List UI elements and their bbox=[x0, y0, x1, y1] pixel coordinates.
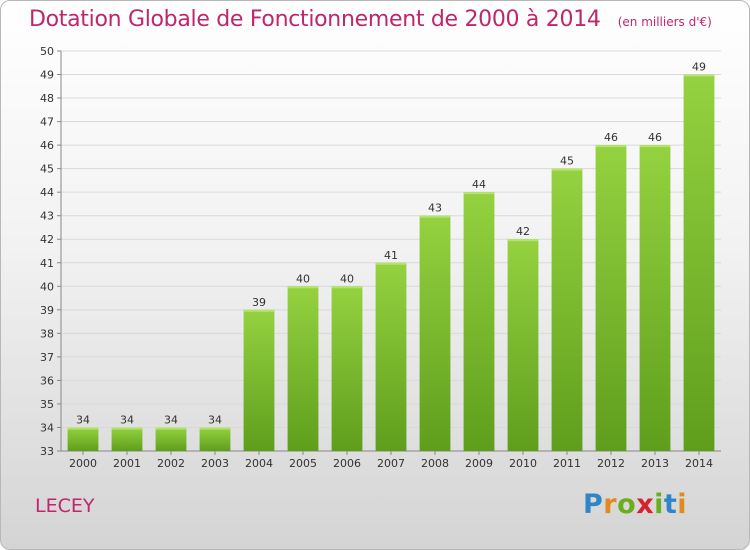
bar bbox=[155, 427, 187, 451]
data-label: 45 bbox=[560, 155, 574, 168]
x-tick-label: 2008 bbox=[421, 457, 449, 470]
commune-label: LECEY bbox=[35, 495, 95, 517]
x-tick-label: 2006 bbox=[333, 457, 361, 470]
chart-title: Dotation Globale de Fonctionnement de 20… bbox=[29, 7, 601, 32]
logo-letter: i bbox=[654, 489, 664, 520]
bar-highlight bbox=[419, 215, 451, 218]
bar bbox=[595, 145, 627, 451]
x-tick-label: 2000 bbox=[69, 457, 97, 470]
logo-letter: P bbox=[583, 489, 604, 520]
data-label: 41 bbox=[384, 249, 398, 262]
data-label: 40 bbox=[340, 272, 354, 285]
x-tick-label: 2001 bbox=[113, 457, 141, 470]
bar-highlight bbox=[639, 145, 671, 148]
y-tick-label: 41 bbox=[40, 257, 54, 270]
bar bbox=[463, 192, 495, 452]
y-tick-label: 34 bbox=[40, 421, 54, 434]
y-tick-label: 46 bbox=[40, 139, 54, 152]
bar-highlight bbox=[155, 427, 187, 430]
chart-subtitle: (en milliers d'€) bbox=[617, 15, 712, 29]
y-tick-label: 43 bbox=[40, 210, 54, 223]
bar bbox=[287, 286, 319, 451]
bar bbox=[243, 309, 275, 451]
y-tick-label: 42 bbox=[40, 233, 54, 246]
x-tick-label: 2012 bbox=[597, 457, 625, 470]
y-tick-label: 37 bbox=[40, 351, 54, 364]
y-tick-label: 44 bbox=[40, 186, 54, 199]
data-label: 34 bbox=[76, 413, 90, 426]
data-label: 39 bbox=[252, 296, 266, 309]
x-tick-label: 2010 bbox=[509, 457, 537, 470]
bar bbox=[199, 427, 231, 451]
bar bbox=[331, 286, 363, 451]
bar-highlight bbox=[331, 286, 363, 289]
bar bbox=[639, 145, 671, 451]
logo-letter: x bbox=[636, 489, 655, 520]
bar-highlight bbox=[507, 239, 539, 242]
x-tick-label: 2005 bbox=[289, 457, 317, 470]
data-label: 44 bbox=[472, 178, 486, 191]
logo-letter: t bbox=[663, 489, 678, 520]
bar bbox=[683, 74, 715, 451]
bar-highlight bbox=[243, 309, 275, 312]
bar bbox=[111, 427, 143, 451]
data-label: 42 bbox=[516, 225, 530, 238]
x-tick-label: 2011 bbox=[553, 457, 581, 470]
x-tick-label: 2007 bbox=[377, 457, 405, 470]
bar-highlight bbox=[287, 286, 319, 289]
x-tick-label: 2003 bbox=[201, 457, 229, 470]
bar bbox=[419, 215, 451, 451]
data-label: 34 bbox=[164, 413, 178, 426]
x-tick-label: 2004 bbox=[245, 457, 273, 470]
bar-highlight bbox=[551, 168, 583, 171]
bar-highlight bbox=[683, 74, 715, 77]
data-label: 34 bbox=[120, 413, 134, 426]
y-tick-label: 48 bbox=[40, 92, 54, 105]
bar bbox=[67, 427, 99, 451]
bar bbox=[551, 168, 583, 451]
y-tick-label: 36 bbox=[40, 374, 54, 387]
bar-highlight bbox=[67, 427, 99, 430]
x-tick-label: 2009 bbox=[465, 457, 493, 470]
y-tick-label: 35 bbox=[40, 398, 54, 411]
bar-highlight bbox=[463, 192, 495, 195]
y-tick-label: 50 bbox=[40, 45, 54, 58]
bar bbox=[375, 262, 407, 451]
logo-letter: r bbox=[603, 489, 618, 520]
logo-letter: o bbox=[617, 489, 637, 520]
bar-highlight bbox=[199, 427, 231, 430]
data-label: 43 bbox=[428, 202, 442, 215]
y-tick-label: 33 bbox=[40, 445, 54, 458]
y-tick-label: 39 bbox=[40, 304, 54, 317]
x-tick-label: 2014 bbox=[685, 457, 713, 470]
y-tick-label: 45 bbox=[40, 163, 54, 176]
x-tick-label: 2002 bbox=[157, 457, 185, 470]
data-label: 40 bbox=[296, 272, 310, 285]
logo-letter: i bbox=[677, 489, 688, 520]
data-label: 46 bbox=[648, 131, 662, 144]
proxiti-logo: Proxiti bbox=[583, 489, 687, 520]
bar-highlight bbox=[595, 145, 627, 148]
y-tick-label: 47 bbox=[40, 116, 54, 129]
x-tick-label: 2013 bbox=[641, 457, 669, 470]
y-tick-label: 38 bbox=[40, 327, 54, 340]
data-label: 46 bbox=[604, 131, 618, 144]
bar-highlight bbox=[111, 427, 143, 430]
y-tick-label: 49 bbox=[40, 69, 54, 82]
title-row: Dotation Globale de Fonctionnement de 20… bbox=[29, 7, 712, 32]
bar bbox=[507, 239, 539, 451]
data-label: 49 bbox=[692, 61, 706, 74]
y-tick-label: 40 bbox=[40, 280, 54, 293]
bar-highlight bbox=[375, 262, 407, 265]
data-label: 34 bbox=[208, 413, 222, 426]
